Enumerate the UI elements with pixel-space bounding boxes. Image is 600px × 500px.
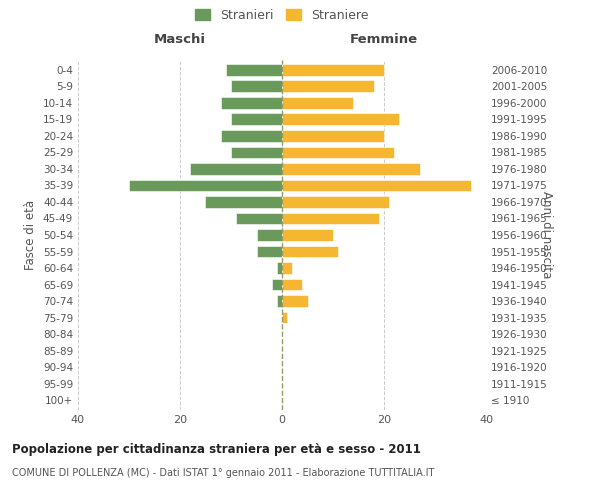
Bar bbox=[282, 146, 394, 158]
Bar bbox=[282, 163, 420, 175]
Bar bbox=[282, 114, 400, 126]
Bar bbox=[282, 246, 338, 258]
Text: Femmine: Femmine bbox=[350, 33, 418, 46]
Text: Popolazione per cittadinanza straniera per età e sesso - 2011: Popolazione per cittadinanza straniera p… bbox=[12, 442, 421, 456]
Bar bbox=[257, 229, 282, 241]
Bar bbox=[282, 180, 471, 192]
Bar bbox=[282, 312, 287, 324]
Bar bbox=[282, 295, 308, 307]
Y-axis label: Fasce di età: Fasce di età bbox=[25, 200, 37, 270]
Bar bbox=[282, 130, 384, 142]
Bar bbox=[206, 196, 282, 208]
Bar bbox=[221, 130, 282, 142]
Bar bbox=[231, 80, 282, 92]
Bar bbox=[282, 229, 333, 241]
Bar bbox=[282, 97, 353, 109]
Bar bbox=[257, 246, 282, 258]
Bar bbox=[272, 278, 282, 290]
Bar bbox=[277, 295, 282, 307]
Bar bbox=[231, 114, 282, 126]
Bar bbox=[282, 196, 389, 208]
Text: COMUNE DI POLLENZA (MC) - Dati ISTAT 1° gennaio 2011 - Elaborazione TUTTITALIA.I: COMUNE DI POLLENZA (MC) - Dati ISTAT 1° … bbox=[12, 468, 434, 477]
Bar bbox=[236, 212, 282, 224]
Bar bbox=[221, 97, 282, 109]
Bar bbox=[226, 64, 282, 76]
Y-axis label: Anni di nascita: Anni di nascita bbox=[540, 192, 553, 278]
Legend: Stranieri, Straniere: Stranieri, Straniere bbox=[195, 8, 369, 22]
Bar bbox=[282, 80, 374, 92]
Bar bbox=[282, 262, 292, 274]
Bar bbox=[190, 163, 282, 175]
Bar bbox=[277, 262, 282, 274]
Text: Maschi: Maschi bbox=[154, 33, 206, 46]
Bar bbox=[282, 212, 379, 224]
Bar bbox=[231, 146, 282, 158]
Bar bbox=[282, 64, 384, 76]
Bar bbox=[129, 180, 282, 192]
Bar bbox=[282, 278, 302, 290]
